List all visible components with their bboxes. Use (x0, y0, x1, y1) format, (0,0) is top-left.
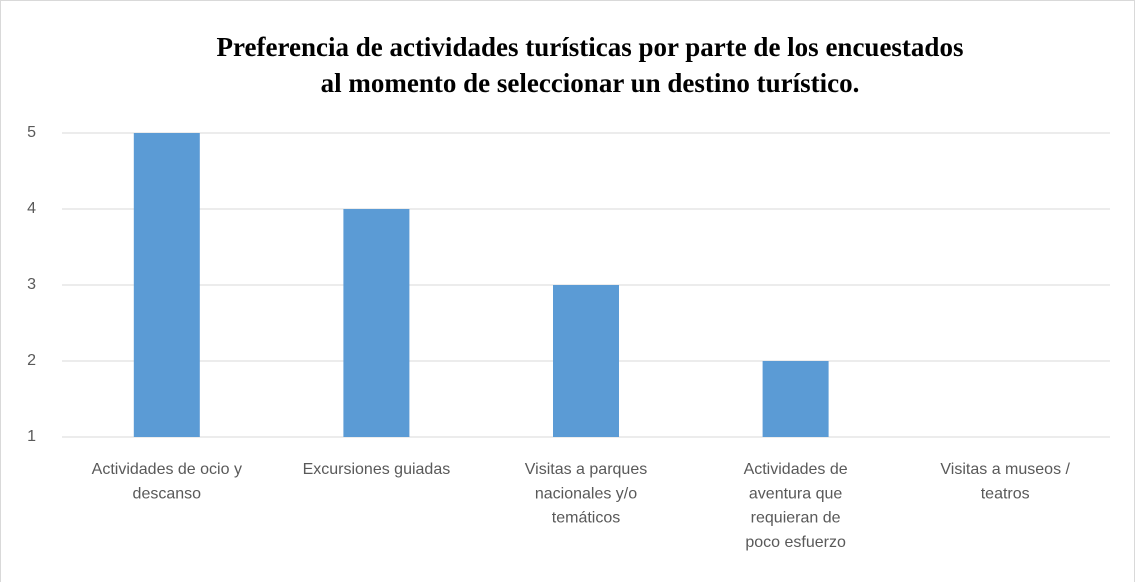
chart-title: al momento de seleccionar un destino tur… (321, 68, 860, 98)
x-tick-label-line: Actividades de ocio y (92, 461, 242, 478)
chart-title: Preferencia de actividades turísticas po… (217, 32, 964, 62)
x-tick-label-line: Actividades de (744, 461, 848, 478)
x-tick-label: Excursiones guiadas (303, 461, 451, 478)
x-tick-label: Visitas a parques nacionales y/o temáticos (525, 461, 647, 527)
x-tick-label: Actividades de ocio y descanso (92, 461, 242, 502)
y-tick-label: 2 (27, 352, 36, 369)
y-tick-label: 1 (27, 428, 36, 445)
x-tick-label-line: requieran de (751, 510, 841, 527)
x-tick-label-line: poco esfuerzo (745, 534, 846, 551)
bar (762, 361, 829, 437)
x-tick-label-line: teatros (981, 486, 1030, 503)
y-tick-label: 4 (27, 200, 36, 217)
x-tick-label-line: Visitas a museos / (940, 461, 1070, 478)
y-tick-label: 3 (27, 276, 36, 293)
x-tick-label-line: Visitas a parques (525, 461, 647, 478)
bar (133, 133, 200, 437)
bar (343, 209, 410, 437)
x-tick-label-line: Excursiones guiadas (303, 461, 451, 478)
x-tick-label-line: descanso (133, 486, 202, 503)
x-tick-label-line: nacionales y/o (535, 486, 637, 503)
y-tick-label: 5 (27, 124, 36, 141)
x-tick-label-line: temáticos (552, 510, 620, 527)
x-tick-label-line: aventura que (749, 486, 843, 503)
x-tick-label: Visitas a museos / teatros (940, 461, 1070, 502)
x-tick-label: Actividades de aventura que requieran de po… (744, 461, 848, 551)
bar (553, 285, 619, 437)
